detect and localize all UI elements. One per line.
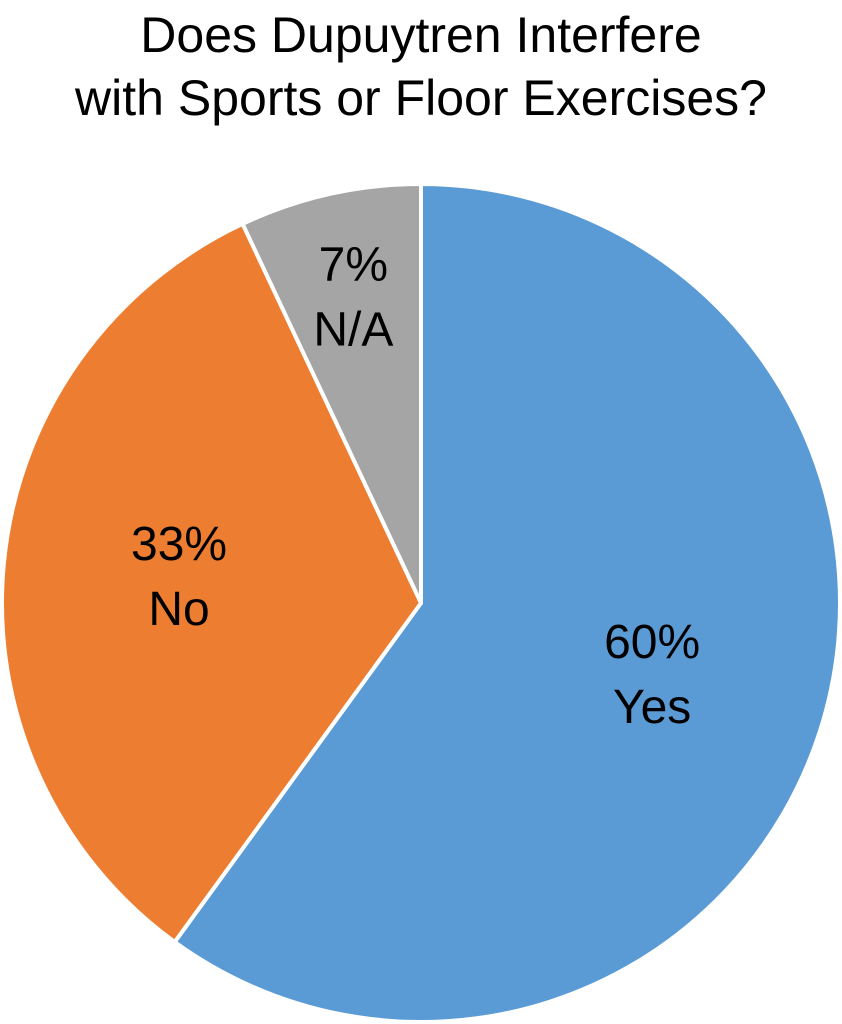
pie-label-value-yes: 60% [604,616,700,669]
pie-label-value-na: 7% [319,238,388,291]
pie-label-na: 7% N/A [313,238,393,356]
chart-title-line-1: Does Dupuytren Interfere [140,7,702,63]
pie-slice-no [0,221,423,944]
pie-label-category-na: N/A [313,303,393,356]
chart-title: Does Dupuytren Interfere with Sports or … [0,0,842,130]
pie-labels: 60% Yes 33% No 7% N/A [131,238,700,734]
chart-title-line-2: with Sports or Floor Exercises? [75,70,767,126]
pie-slice-na [240,182,423,605]
pie-label-yes: 60% Yes [604,616,700,734]
pie-label-category-yes: Yes [613,681,691,734]
pie-slice-yes [172,182,842,1024]
pie-label-no: 33% No [131,518,227,636]
pie-slices [0,182,842,1024]
pie-label-value-no: 33% [131,518,227,571]
pie-label-category-no: No [148,583,209,636]
